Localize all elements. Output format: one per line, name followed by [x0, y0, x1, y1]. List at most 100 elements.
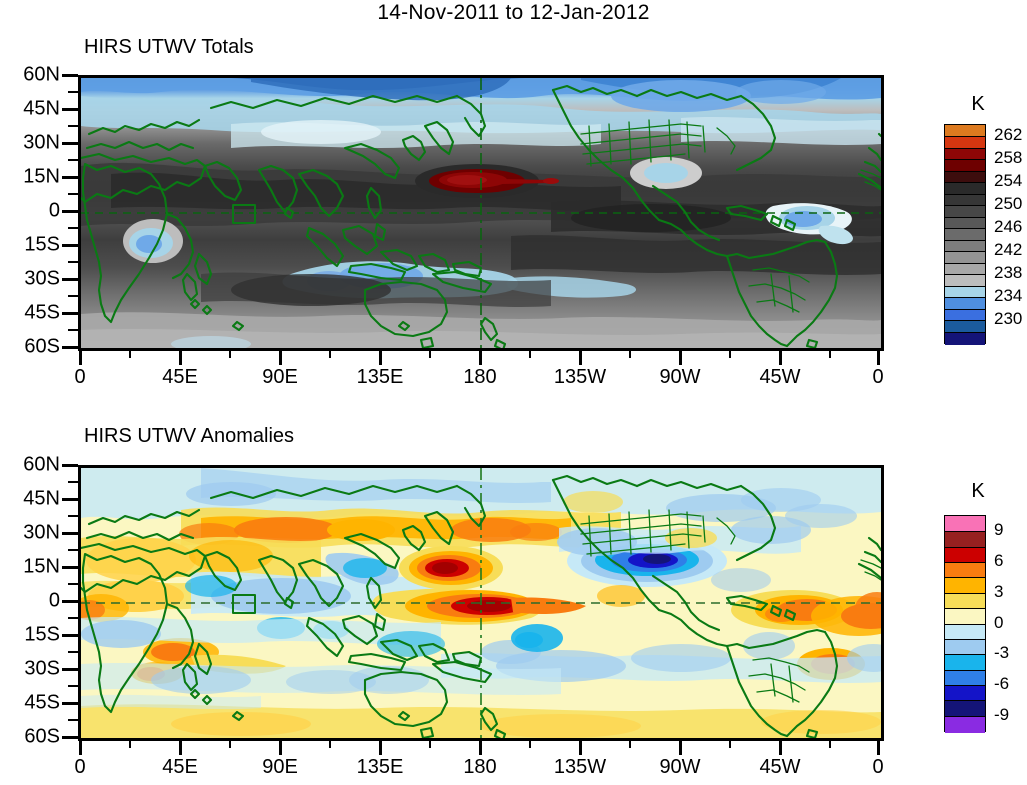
- ytick-label-30N: 30N: [23, 521, 60, 544]
- xtick-label-45W: 45W: [759, 756, 801, 778]
- colorbar-band: [945, 592, 985, 610]
- xtick-minor: [729, 738, 731, 748]
- xtick-minor: [729, 348, 731, 358]
- xtick-minor: [329, 348, 331, 358]
- colorbar-anomalies[interactable]: [944, 515, 986, 733]
- colorbar-band: [945, 216, 985, 230]
- colorbar-band: [945, 159, 985, 173]
- colorbar-band: [945, 136, 985, 150]
- colorbar-title-totals: K: [971, 93, 985, 115]
- xtick-major: [279, 738, 282, 755]
- colorbar-band: [945, 228, 985, 242]
- xtick-label-135W: 135W: [553, 756, 607, 778]
- xtick-label-45E: 45E: [162, 756, 198, 778]
- map-plot-totals[interactable]: [78, 75, 884, 351]
- ytick-label-30S: 30S: [24, 657, 60, 680]
- coastlines-totals: [81, 84, 881, 348]
- ytick-major: [62, 210, 78, 213]
- colorbar-band: [945, 320, 985, 334]
- ytick-label-30N: 30N: [23, 131, 60, 154]
- xtick-major: [479, 348, 482, 365]
- colorbar-band: [945, 193, 985, 207]
- colorbar-tick-label: 246: [994, 217, 1023, 237]
- xtick-label-45E: 45E: [162, 366, 198, 388]
- ytick-minor: [68, 261, 78, 263]
- colorbar-band: [945, 285, 985, 299]
- colorbar-tick-label: 230: [994, 309, 1023, 329]
- colorbar-band: [945, 239, 985, 253]
- xtick-label-90E: 90E: [262, 366, 298, 388]
- xtick-minor: [429, 348, 431, 358]
- ytick-label-60N: 60N: [23, 63, 60, 86]
- colorbar-tick-label: 6: [994, 551, 1004, 571]
- ytick-major: [62, 464, 78, 467]
- ytick-minor: [68, 481, 78, 483]
- colorbar-tick-label: 3: [994, 581, 1004, 601]
- ytick-major: [62, 736, 78, 739]
- map-plot-anomalies[interactable]: [78, 465, 884, 741]
- xtick-major: [79, 738, 82, 755]
- colorbar-band: [945, 308, 985, 322]
- colorbar-tick-label: -6: [994, 673, 1010, 693]
- colorbar-totals[interactable]: [944, 124, 986, 345]
- ytick-major: [62, 244, 78, 247]
- xtick-minor: [229, 738, 231, 748]
- ytick-minor: [68, 329, 78, 331]
- colorbar-tick-label: 234: [994, 286, 1023, 306]
- xtick-major: [579, 738, 582, 755]
- xtick-label-90W: 90W: [659, 366, 701, 388]
- colorbar-band: [945, 274, 985, 288]
- ytick-minor: [68, 685, 78, 687]
- xtick-label-45W: 45W: [759, 366, 801, 388]
- ytick-label-15S: 15S: [24, 233, 60, 256]
- colorbar-tick-label: 250: [994, 194, 1023, 214]
- ytick-major: [62, 566, 78, 569]
- xtick-minor: [229, 348, 231, 358]
- ytick-major: [62, 600, 78, 603]
- xtick-label-360: 0: [872, 366, 884, 388]
- colorbar-band: [945, 182, 985, 196]
- xtick-major: [779, 348, 782, 365]
- xtick-label-90E: 90E: [262, 756, 298, 778]
- colorbar-band: [945, 297, 985, 311]
- colorbar-band: [945, 608, 985, 626]
- colorbar-band: [945, 205, 985, 219]
- panel-title-anomalies: HIRS UTWV Anomalies: [84, 425, 295, 447]
- ytick-minor: [68, 295, 78, 297]
- xtick-label-135E: 135E: [356, 366, 404, 388]
- xtick-major: [679, 348, 682, 365]
- xtick-major: [379, 348, 382, 365]
- xtick-minor: [529, 348, 531, 358]
- ytick-minor: [68, 583, 78, 585]
- ytick-major: [62, 74, 78, 77]
- xtick-minor: [629, 348, 631, 358]
- coastlines-anomalies: [81, 474, 881, 738]
- ytick-label-15N: 15N: [23, 165, 60, 188]
- ytick-label-45S: 45S: [24, 691, 60, 714]
- colorbar-tick-label: 9: [994, 520, 1004, 540]
- colorbar-tick-label: 238: [994, 263, 1023, 283]
- colorbar-band: [945, 262, 985, 276]
- ytick-minor: [68, 617, 78, 619]
- ytick-major: [62, 176, 78, 179]
- xtick-major: [877, 738, 880, 755]
- xtick-label-360: 0: [872, 756, 884, 778]
- ytick-major: [62, 634, 78, 637]
- colorbar-band: [945, 546, 985, 564]
- colorbar-band: [945, 516, 985, 532]
- ytick-major: [62, 312, 78, 315]
- ytick-label-60N: 60N: [23, 453, 60, 476]
- xtick-minor: [529, 738, 531, 748]
- xtick-minor: [629, 738, 631, 748]
- figure-title: 14-Nov-2011 to 12-Jan-2012: [377, 1, 650, 24]
- colorbar-tick-label: 254: [994, 171, 1023, 191]
- ytick-major: [62, 142, 78, 145]
- ytick-label-0: 0: [48, 199, 60, 222]
- colorbar-band: [945, 669, 985, 687]
- xtick-minor: [429, 738, 431, 748]
- xtick-minor: [129, 348, 131, 358]
- colorbar-band: [945, 531, 985, 549]
- xtick-label-135W: 135W: [553, 366, 607, 388]
- colorbar-band: [945, 562, 985, 580]
- ytick-label-45N: 45N: [23, 487, 60, 510]
